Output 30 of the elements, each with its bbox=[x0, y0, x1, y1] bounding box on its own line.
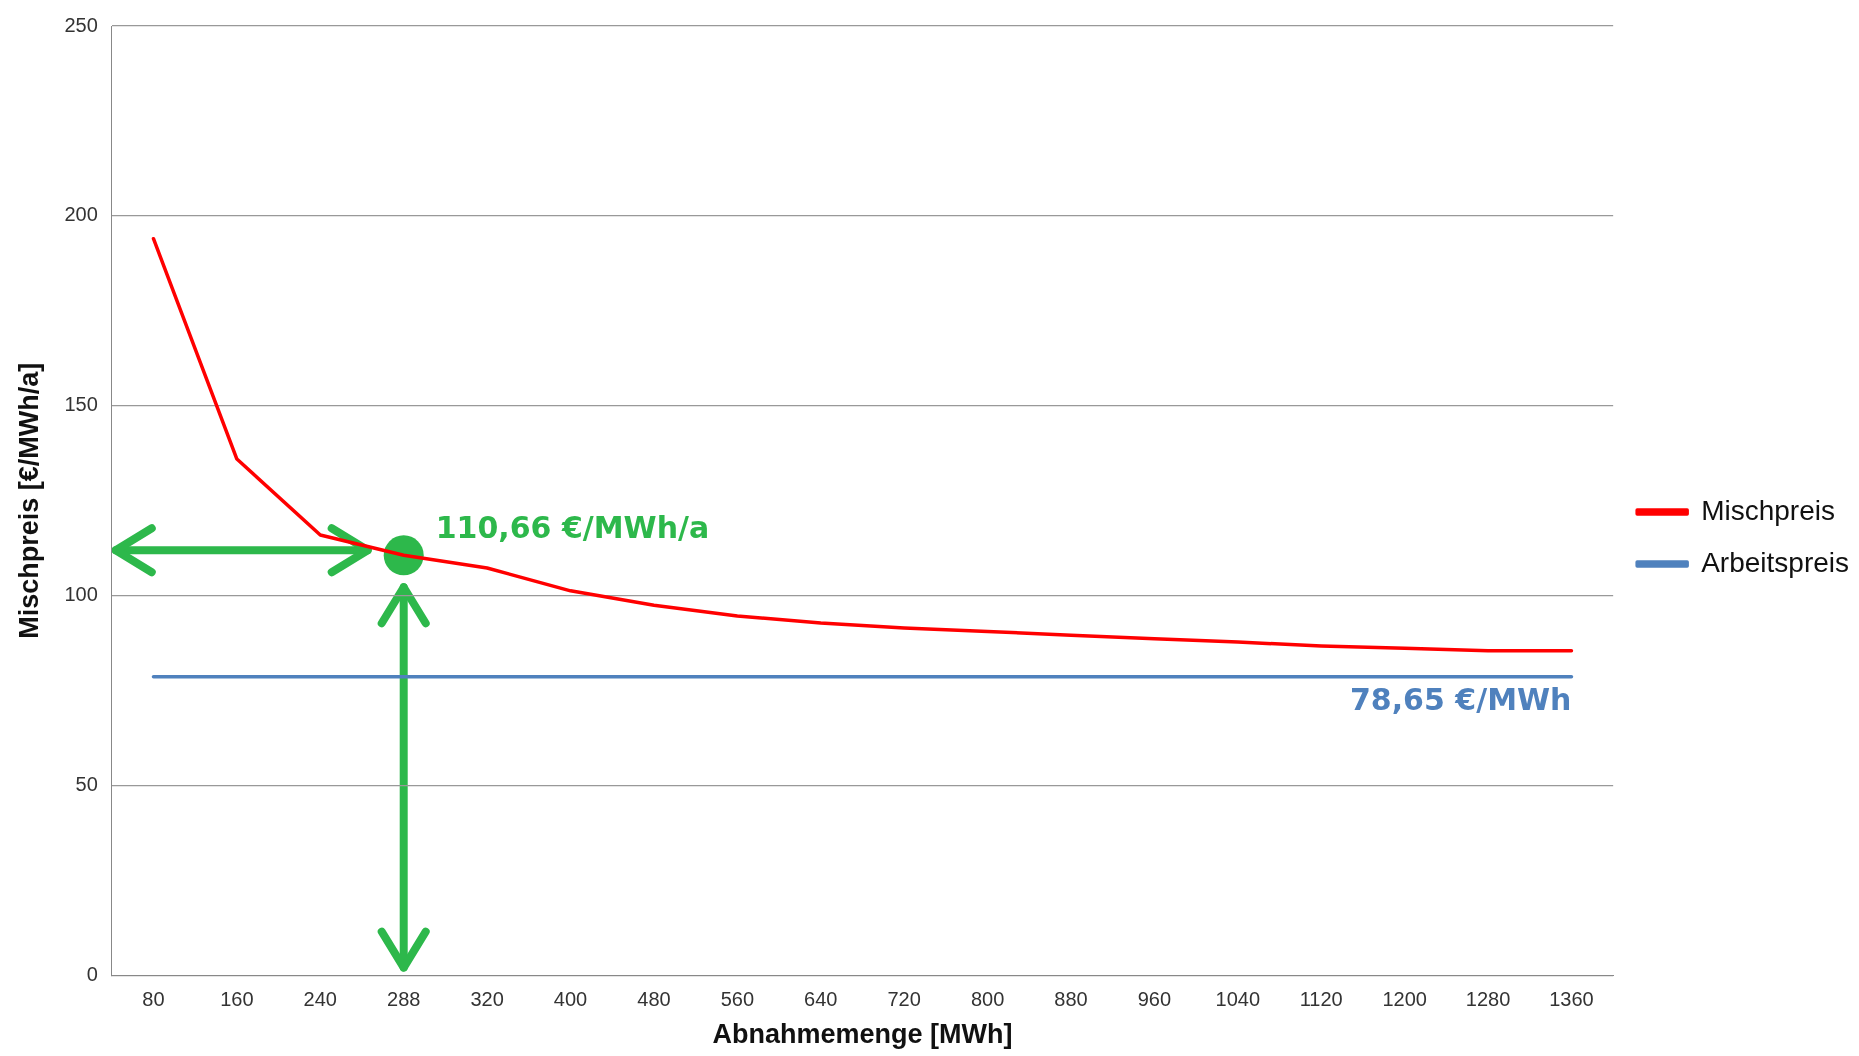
x-tick-label: 480 bbox=[637, 988, 671, 1011]
x-tick-label: 1040 bbox=[1215, 988, 1261, 1011]
x-tick-label: 1360 bbox=[1549, 988, 1594, 1011]
y-tick-label: 150 bbox=[64, 393, 98, 416]
x-tick-label: 1120 bbox=[1299, 988, 1343, 1011]
x-tick-label: 80 bbox=[142, 988, 165, 1011]
y-tick-label: 250 bbox=[64, 13, 98, 36]
x-tick-label: 720 bbox=[887, 988, 921, 1011]
x-tick-label: 800 bbox=[970, 988, 1005, 1011]
x-tick-label: 960 bbox=[1137, 988, 1172, 1011]
y-tick-label: 50 bbox=[75, 773, 98, 796]
y-tick-label: 100 bbox=[64, 583, 98, 606]
x-axis-title: Abnahmemenge [MWh] bbox=[712, 1019, 1013, 1050]
x-tick-label: 240 bbox=[303, 988, 337, 1011]
x-tick-label: 1280 bbox=[1465, 988, 1511, 1011]
x-tick-label: 400 bbox=[553, 988, 588, 1011]
legend-label: Mischpreis bbox=[1701, 494, 1835, 526]
x-tick-label: 160 bbox=[220, 988, 254, 1011]
annotation: 110,66 €/MWh/a bbox=[435, 510, 710, 546]
x-tick-label: 880 bbox=[1054, 988, 1088, 1011]
x-tick-label: 320 bbox=[470, 988, 504, 1011]
x-tick-label: 1200 bbox=[1382, 988, 1427, 1011]
legend-label: Arbeitspreis bbox=[1701, 546, 1850, 578]
y-tick-label: 0 bbox=[86, 963, 98, 986]
annotation: 78,65 €/MWh bbox=[1349, 681, 1572, 717]
y-axis-title: Mischpreis [€/MWh/a] bbox=[13, 362, 44, 639]
y-tick-label: 200 bbox=[64, 203, 98, 226]
x-tick-label: 560 bbox=[720, 988, 755, 1011]
x-tick-label: 640 bbox=[804, 988, 838, 1011]
x-tick-label: 288 bbox=[387, 988, 421, 1011]
